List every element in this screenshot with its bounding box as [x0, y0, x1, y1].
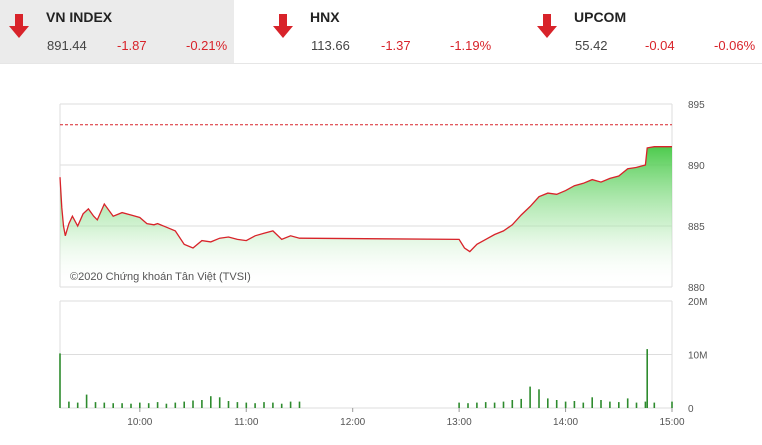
time-tick-label: 14:00: [553, 417, 578, 428]
volume-bar: [653, 402, 656, 408]
price-line: [59, 146, 672, 253]
ticker-hnx[interactable]: HNX 113.66 -1.37 -1.19%: [264, 0, 498, 63]
time-tick-label: 15:00: [659, 417, 684, 428]
volume-bar: [201, 400, 203, 408]
volume-bar: [94, 402, 97, 408]
ticker-percent: -0.21%: [186, 38, 228, 53]
ticker-vn-index[interactable]: VN INDEX 891.44 -1.87 -0.21%: [0, 0, 234, 63]
volume-bar: [192, 400, 194, 408]
volume-tick-label: 0: [688, 404, 694, 415]
volume-bar: [555, 400, 558, 408]
ticker-upcom[interactable]: UPCOM 55.42 -0.04 -0.06%: [528, 0, 762, 63]
volume-bar: [646, 349, 648, 408]
volume-bar: [218, 397, 221, 408]
volume-bar: [635, 402, 638, 408]
volume-bar: [644, 401, 647, 408]
price-area-fill: [60, 146, 672, 287]
volume-bar: [272, 402, 274, 408]
price-tick-label: 880: [688, 283, 705, 294]
volume-bar: [130, 403, 132, 408]
volume-bar: [165, 403, 168, 408]
volume-bar: [183, 401, 185, 408]
volume-bar: [511, 400, 514, 408]
time-tick-label: 10:00: [127, 417, 152, 428]
volume-bar: [263, 402, 265, 408]
price-tick-label: 885: [688, 222, 705, 233]
volume-bar: [564, 401, 567, 408]
volume-bar: [76, 402, 79, 408]
down-arrow-icon: [9, 14, 29, 38]
volume-bar: [467, 403, 469, 408]
ticker-divider: [0, 63, 762, 64]
ticker-price: 891.44: [47, 38, 87, 53]
ticker-name: VN INDEX: [46, 9, 113, 25]
volume-bar: [538, 389, 540, 408]
volume-bar: [254, 403, 256, 408]
volume-bar: [298, 401, 301, 408]
volume-bar: [156, 402, 159, 408]
volume-bar: [609, 401, 611, 408]
ticker-change: -1.87: [117, 38, 147, 53]
ticker-percent: -1.19%: [450, 38, 492, 53]
volume-bar: [502, 401, 505, 408]
volume-bar: [289, 401, 292, 408]
volume-bar: [626, 398, 629, 408]
ticker-name: UPCOM: [574, 9, 627, 25]
volume-bar: [59, 353, 61, 408]
intraday-index-chart[interactable]: 895 890 885 880 20M 10M 0 10:00 11:00 12:00 13:0…: [0, 64, 762, 445]
price-tick-label: 890: [688, 161, 705, 172]
volume-bar: [529, 386, 531, 408]
volume-panel: 20M 10M 0: [59, 297, 707, 415]
volume-bar: [85, 394, 88, 408]
volume-bar: [476, 402, 478, 408]
copyright-text: ©2020 Chứng khoán Tân Việt (TVSI): [70, 271, 251, 283]
volume-bar: [174, 402, 177, 408]
volume-bar: [520, 398, 522, 408]
volume-bar: [600, 400, 602, 408]
volume-bar: [484, 402, 487, 408]
volume-bar: [458, 402, 460, 408]
down-arrow-icon: [537, 14, 557, 38]
volume-bar: [591, 397, 593, 408]
volume-bar: [547, 398, 549, 408]
volume-tick-label: 20M: [688, 297, 707, 308]
volume-tick-label: 10M: [688, 351, 707, 362]
ticker-change: -0.04: [645, 38, 675, 53]
index-ticker-bar: VN INDEX 891.44 -1.87 -0.21% HNX 113.66 …: [0, 0, 762, 64]
ticker-price: 55.42: [575, 38, 608, 53]
volume-bar: [103, 402, 106, 408]
volume-bar: [245, 402, 248, 408]
ticker-price: 113.66: [311, 38, 350, 53]
ticker-name: HNX: [310, 9, 340, 25]
time-tick-label: 12:00: [340, 417, 365, 428]
volume-bar: [139, 402, 141, 408]
volume-bar: [210, 396, 212, 408]
volume-bar: [493, 402, 496, 408]
volume-bar: [112, 403, 114, 408]
volume-bar: [280, 403, 283, 408]
volume-bar: [147, 403, 150, 408]
volume-bar: [236, 402, 239, 408]
time-axis: 10:00 11:00 12:00 13:00 14:00 15:00: [127, 408, 685, 428]
down-arrow-icon: [273, 14, 293, 38]
volume-bar: [618, 402, 620, 408]
ticker-change: -1.37: [381, 38, 411, 53]
volume-bar: [573, 401, 576, 408]
volume-bar: [671, 401, 673, 408]
time-tick-label: 13:00: [447, 417, 472, 428]
time-tick-label: 11:00: [234, 417, 259, 428]
volume-bar: [582, 402, 585, 408]
price-panel: 895 890 885 880: [59, 100, 705, 294]
ticker-percent: -0.06%: [714, 38, 756, 53]
volume-bar: [227, 401, 230, 408]
price-tick-label: 895: [688, 100, 705, 111]
volume-bar: [68, 401, 70, 408]
volume-bar: [121, 403, 123, 408]
